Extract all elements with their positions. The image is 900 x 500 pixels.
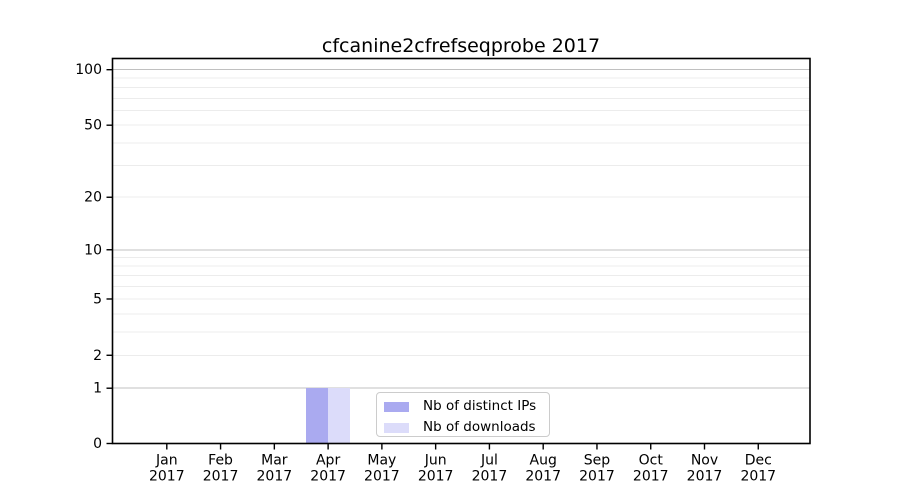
plot-border (111, 57, 811, 445)
x-tick-label-year: 2017 (579, 469, 615, 485)
legend-item-downloads: Nb of downloads (384, 419, 541, 436)
x-tick-label-year: 2017 (310, 469, 346, 485)
y-tick-label: 1 (93, 381, 102, 397)
x-tick-label-year: 2017 (418, 469, 454, 485)
chart-title: cfcanine2cfrefseqprobe 2017 (322, 35, 600, 57)
x-tick-label-month: Feb (208, 453, 233, 469)
x-tick-label-month: Oct (639, 453, 664, 469)
bar-distinct-ips (306, 388, 329, 444)
x-tick-label-year: 2017 (525, 469, 561, 485)
y-tick-label: 2 (93, 348, 102, 364)
x-tick-label-year: 2017 (203, 469, 239, 485)
y-tick-label: 0 (93, 436, 102, 452)
x-tick-label-month: Jul (480, 453, 498, 469)
x-tick-label-year: 2017 (740, 469, 776, 485)
x-tick-label-month: Jan (155, 453, 178, 469)
x-tick-label-year: 2017 (364, 469, 400, 485)
x-tick-label-month: Mar (261, 453, 288, 469)
x-tick-label-year: 2017 (472, 469, 508, 485)
x-tick-label-month: Dec (745, 453, 772, 469)
x-tick-label-year: 2017 (633, 469, 669, 485)
x-tick-label-month: Jun (424, 453, 447, 469)
x-tick-label-month: Sep (584, 453, 611, 469)
legend-label-downloads: Nb of downloads (423, 419, 536, 435)
x-tick-label-month: Nov (691, 453, 718, 469)
y-tick-label: 20 (84, 190, 102, 206)
x-tick-label-year: 2017 (149, 469, 185, 485)
legend-item-distinct-ips: Nb of distinct IPs (384, 398, 541, 415)
y-tick-label: 10 (84, 242, 102, 258)
y-tick-label: 100 (75, 62, 102, 78)
y-tick-label: 5 (93, 291, 102, 307)
x-tick-label-month: Aug (530, 453, 557, 469)
legend-swatch-downloads (384, 422, 409, 433)
legend-swatch-distinct-ips (384, 401, 409, 412)
bar-downloads (328, 388, 351, 444)
axis-layer: 0125102050100Jan2017Feb2017Mar2017Apr201… (75, 57, 811, 485)
x-tick-label-month: Apr (316, 453, 340, 469)
x-tick-label-month: May (367, 453, 396, 469)
legend-label-distinct-ips: Nb of distinct IPs (423, 398, 537, 414)
x-tick-label-year: 2017 (257, 469, 293, 485)
y-tick-label: 50 (84, 118, 102, 134)
legend: Nb of distinct IPs Nb of downloads (376, 392, 550, 437)
x-tick-label-year: 2017 (687, 469, 723, 485)
grid-layer (112, 69, 810, 389)
bar-layer (306, 388, 351, 444)
